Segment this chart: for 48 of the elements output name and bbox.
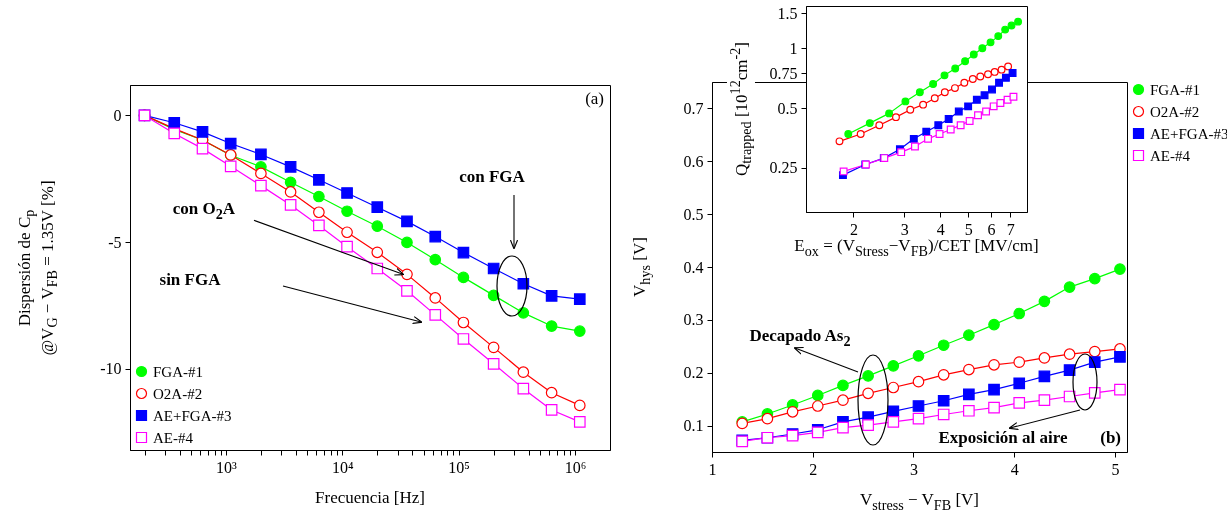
y-tick-label: 0 bbox=[113, 106, 122, 124]
x-tick-label: 7 bbox=[1006, 220, 1015, 238]
annotation: con O$_{2}$A bbox=[172, 199, 236, 224]
x-tick-label: 1 bbox=[708, 460, 717, 478]
x-tick-label: 3 bbox=[909, 460, 918, 478]
y-tick-label: -10 bbox=[100, 360, 122, 378]
y-tick-label: 0.2 bbox=[683, 364, 704, 382]
y-tick-label: 0.5 bbox=[777, 99, 798, 117]
y-tick-label: 0.3 bbox=[683, 311, 704, 329]
y-tick-label: 0.5 bbox=[683, 205, 704, 223]
legend-label: O2A-#2 bbox=[153, 385, 203, 402]
y-tick-label: 0.75 bbox=[769, 64, 798, 82]
legend-label: FGA-#1 bbox=[153, 363, 204, 380]
legend-label: AE-#4 bbox=[1150, 147, 1191, 164]
legend-label: AE+FGA-#3 bbox=[1150, 125, 1229, 142]
y-tick-label: 0.1 bbox=[683, 417, 704, 435]
legend-label: AE-#4 bbox=[153, 429, 194, 446]
y-tick-label: 0.7 bbox=[683, 99, 704, 117]
y-tick-label: 0.25 bbox=[769, 159, 798, 177]
x-tick-label: 4 bbox=[936, 220, 945, 238]
legend-label: FGA-#1 bbox=[1150, 81, 1201, 98]
x-tick-label: 2 bbox=[849, 220, 858, 238]
annotation: (b) bbox=[1100, 427, 1121, 448]
y-tick-label: 0.4 bbox=[683, 258, 704, 276]
y-tick-label: 1 bbox=[789, 39, 798, 57]
x-tick-label: 10⁶ bbox=[564, 458, 587, 476]
x-tick-label: 10⁵ bbox=[448, 458, 470, 476]
x-axis-title: E$_{ox}$ = (V$_{Stress}$−V$_{FB}$)/CET [MV/cm] bbox=[794, 236, 1039, 260]
legend-label: AE+FGA-#3 bbox=[153, 407, 232, 424]
x-tick-label: 10⁴ bbox=[331, 458, 354, 476]
x-tick-label: 10³ bbox=[215, 458, 237, 476]
x-tick-label: 5 bbox=[964, 220, 973, 238]
annotation: con FGA bbox=[459, 166, 525, 188]
annotation: Exposición al aire bbox=[938, 427, 1068, 449]
y-tick-label: 0.6 bbox=[683, 152, 704, 170]
x-tick-label: 6 bbox=[987, 220, 996, 238]
x-axis-title: V$_{stress}$ − V$_{FB}$ [V] bbox=[860, 490, 979, 514]
y-tick-label: -5 bbox=[108, 233, 122, 251]
x-tick-label: 2 bbox=[809, 460, 818, 478]
x-tick-label: 4 bbox=[1010, 460, 1019, 478]
x-axis-title: Frecuencia [Hz] bbox=[315, 487, 425, 509]
x-tick-label: 3 bbox=[900, 220, 909, 238]
y-tick-label: 1.5 bbox=[777, 4, 798, 22]
annotation: sin FGA bbox=[159, 269, 221, 291]
x-tick-label: 5 bbox=[1111, 460, 1120, 478]
legend-label: O2A-#2 bbox=[1150, 103, 1200, 120]
annotation: (a) bbox=[585, 89, 604, 110]
annotation: Decapado As$_{2}$ bbox=[749, 326, 851, 350]
